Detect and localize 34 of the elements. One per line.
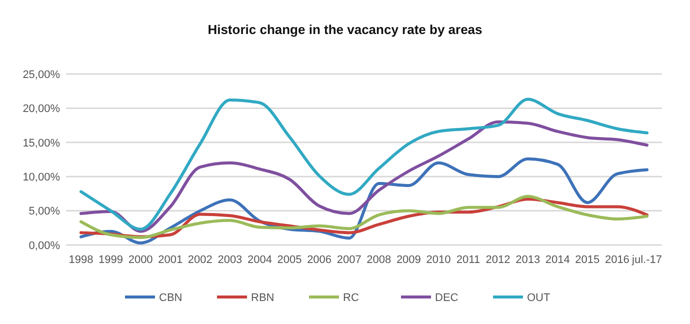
y-tick-label: 0,00% (28, 240, 60, 252)
x-tick-label: 2009 (396, 254, 421, 266)
y-tick-label: 5,00% (28, 206, 60, 218)
x-tick-label: 2013 (516, 254, 540, 266)
x-tick-label: 1998 (68, 254, 94, 266)
x-tick-label: 2008 (366, 254, 392, 266)
x-tick-label: 2012 (486, 254, 510, 266)
legend-label: CBN (159, 292, 182, 304)
x-tick-label: 2010 (426, 254, 451, 266)
y-tick-label: 20,00% (22, 103, 60, 116)
legend-label: DEC (435, 292, 458, 304)
line-series (80, 98, 648, 231)
x-tick-label: 2004 (247, 254, 272, 266)
x-tick-label: 2011 (456, 254, 480, 266)
x-tick-label: jul.-17 (631, 254, 662, 266)
x-tick-label: 2014 (545, 254, 570, 266)
legend-label: RBN (251, 292, 274, 304)
x-tick-label: 2001 (158, 254, 183, 266)
x-tick-label: 2016 (604, 254, 630, 266)
x-tick-label: 2015 (575, 254, 600, 266)
x-tick-label: 2007 (336, 254, 362, 266)
x-tick-label: 2002 (188, 254, 212, 266)
y-tick-label: 10,00% (22, 171, 60, 184)
x-tick-label: 1999 (98, 254, 124, 266)
legend-label: RC (343, 292, 359, 304)
line-series (80, 120, 648, 233)
x-tick-label: 2003 (218, 254, 242, 266)
y-tick-label: 15,00% (22, 137, 60, 150)
x-tick-label: 2006 (307, 254, 332, 266)
legend-label: OUT (527, 292, 550, 304)
x-tick-label: 2005 (277, 254, 302, 266)
chart-title: Historic change in the vacancy rate by areas (208, 22, 482, 37)
x-tick-label: 2000 (128, 254, 153, 266)
y-tick-label: 25,00% (22, 68, 60, 81)
